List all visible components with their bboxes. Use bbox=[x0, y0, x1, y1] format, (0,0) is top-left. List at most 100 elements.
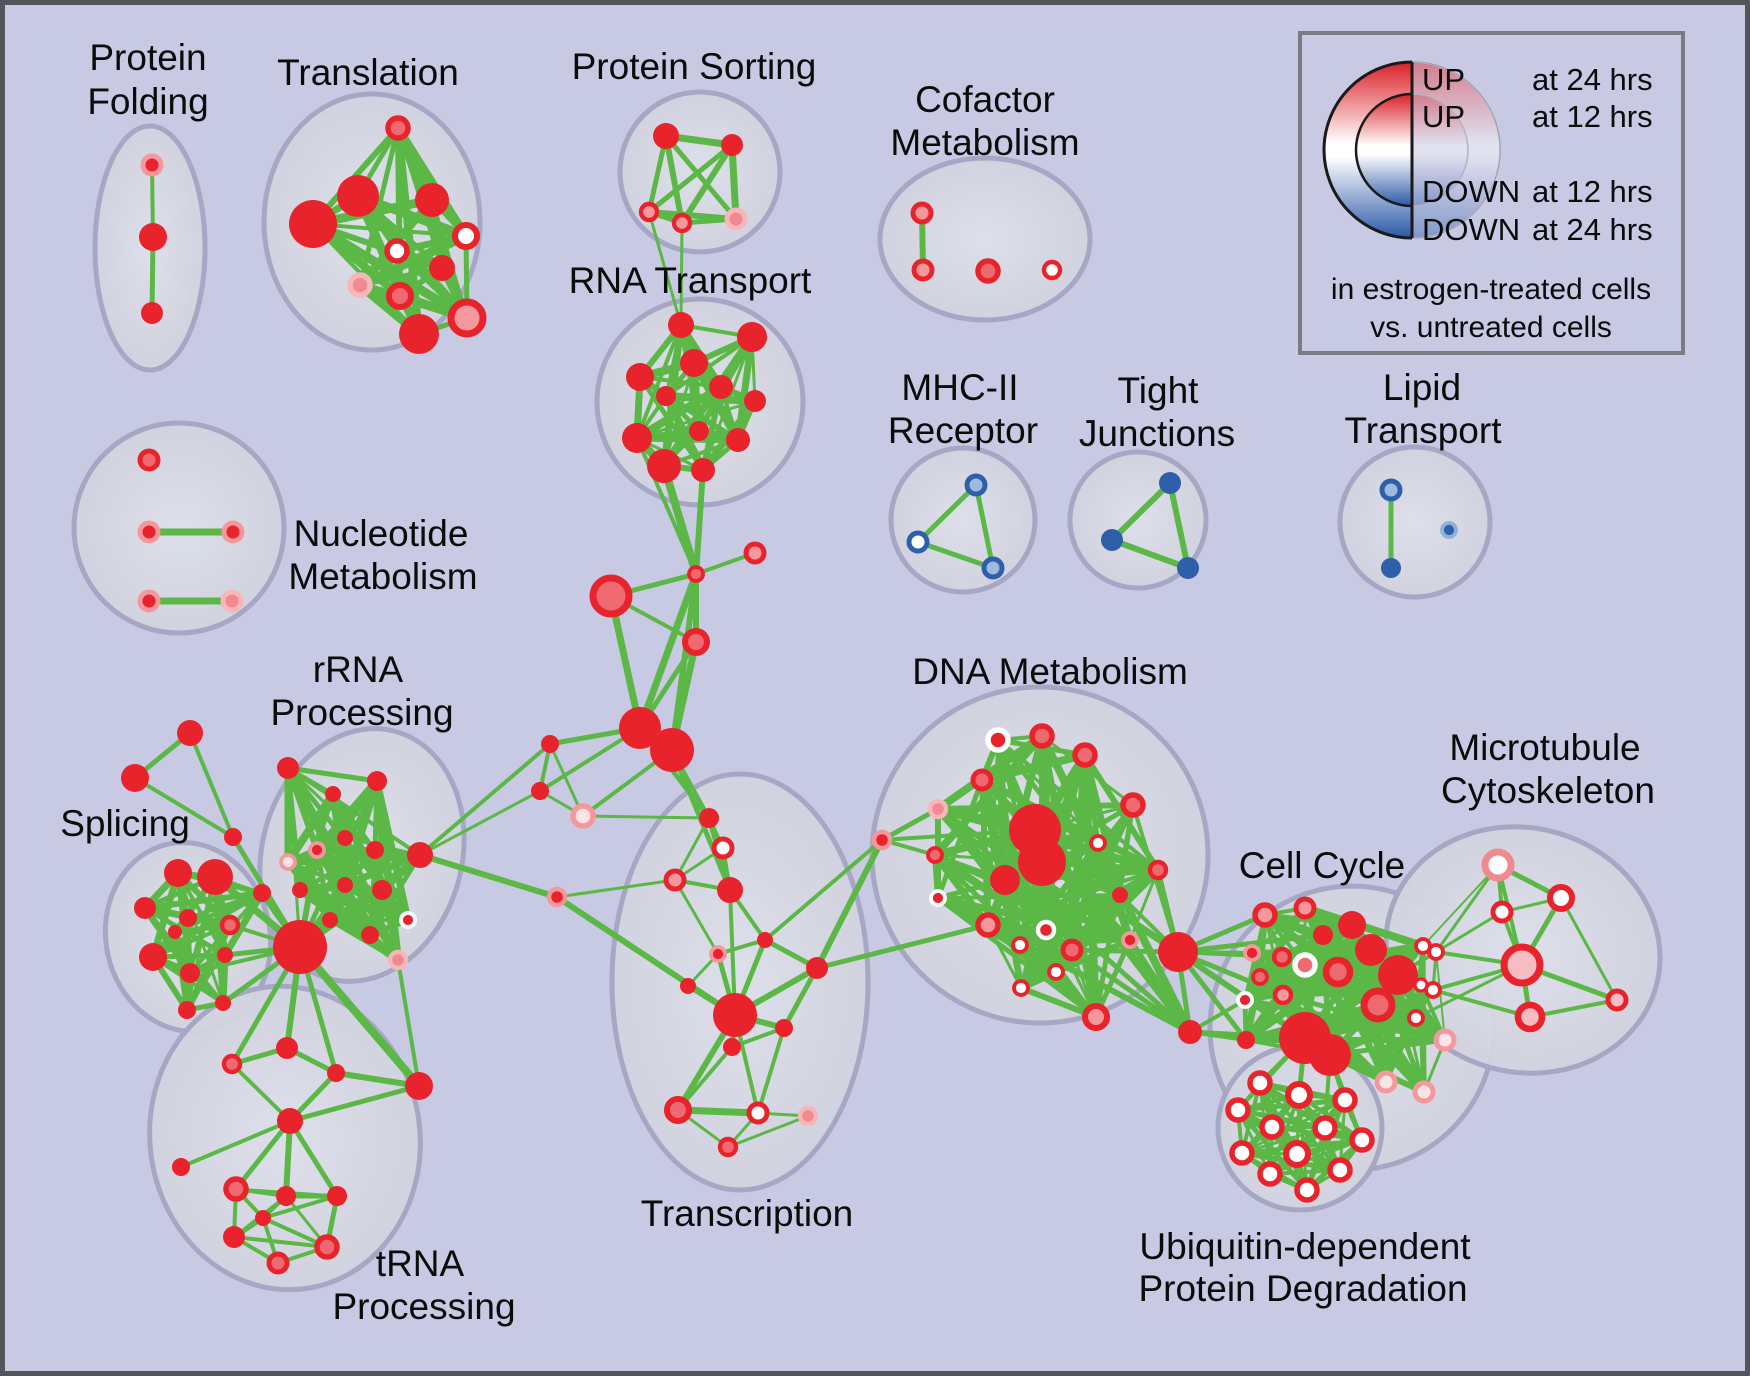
cluster-label-transcription: Transcription bbox=[641, 1193, 853, 1234]
edge bbox=[978, 751, 1089, 784]
edge bbox=[555, 878, 677, 899]
cluster-label-protein-folding: Protein bbox=[89, 37, 206, 78]
node-dna-metabolism bbox=[975, 912, 1001, 938]
node-transcription bbox=[746, 1101, 770, 1125]
node-rna-transport bbox=[680, 349, 708, 377]
node-nucleotide-metabolism bbox=[220, 589, 244, 613]
edge bbox=[663, 393, 741, 443]
edge bbox=[285, 765, 380, 784]
node-ubiquitin-degradation bbox=[1282, 1139, 1312, 1169]
node-translation bbox=[384, 238, 410, 264]
node-free-nodes bbox=[570, 803, 596, 829]
edge bbox=[673, 878, 720, 956]
edge bbox=[232, 1235, 329, 1249]
cluster-label-protein-sorting: Protein Sorting bbox=[572, 46, 817, 87]
edge bbox=[693, 467, 706, 577]
edge bbox=[230, 1062, 292, 1123]
node-splicing bbox=[253, 884, 271, 902]
node-ubiquitin-degradation bbox=[1327, 1157, 1353, 1183]
node-rrna-processing bbox=[277, 757, 299, 779]
node-transcription bbox=[757, 932, 773, 948]
node-dna-metabolism bbox=[929, 889, 947, 907]
node-cell-cycle bbox=[1412, 1080, 1436, 1104]
edge bbox=[647, 210, 683, 327]
edge bbox=[663, 133, 685, 226]
node-transcription bbox=[806, 957, 828, 979]
cluster-label-mhc-ii-receptor: Receptor bbox=[888, 410, 1038, 451]
node-splicing bbox=[179, 909, 197, 927]
edge bbox=[357, 265, 445, 288]
cluster-label-cofactor-metabolism: Metabolism bbox=[890, 122, 1079, 163]
legend-right-fade bbox=[1412, 62, 1500, 238]
edge bbox=[1422, 864, 1499, 947]
node-free-nodes bbox=[121, 764, 149, 792]
cluster-ellipse-mhc-ii-receptor bbox=[888, 445, 1038, 595]
node-transcription bbox=[797, 1105, 819, 1127]
edge bbox=[915, 539, 996, 571]
node-ubiquitin-degradation bbox=[1225, 1097, 1251, 1123]
node-cofactor-metabolism bbox=[910, 201, 934, 225]
node-microtubule-cytoskeleton bbox=[1605, 988, 1629, 1012]
node-free-nodes bbox=[589, 574, 633, 618]
node-mhc-ii-receptor bbox=[906, 530, 930, 554]
node-dna-metabolism bbox=[927, 798, 949, 820]
node-protein-sorting bbox=[724, 207, 748, 231]
node-trna-processing bbox=[314, 1234, 340, 1260]
node-protein-sorting bbox=[671, 212, 693, 234]
edge bbox=[341, 851, 424, 889]
node-protein-folding bbox=[140, 153, 164, 177]
node-nucleotide-metabolism bbox=[137, 448, 161, 472]
node-splicing bbox=[168, 925, 182, 939]
node-splicing bbox=[134, 897, 156, 919]
node-rna-transport bbox=[668, 312, 694, 338]
node-translation bbox=[385, 115, 411, 141]
node-dna-metabolism bbox=[926, 846, 944, 864]
edge bbox=[1242, 972, 1401, 1003]
edge bbox=[607, 592, 644, 732]
cluster-ellipse-lipid-transport bbox=[1337, 444, 1493, 600]
node-nucleotide-metabolism bbox=[137, 520, 161, 544]
edge bbox=[394, 124, 470, 240]
edge bbox=[814, 837, 885, 971]
node-protein-folding bbox=[141, 302, 163, 324]
node-rna-transport bbox=[726, 428, 750, 452]
node-free-nodes bbox=[531, 782, 549, 800]
node-dna-metabolism bbox=[1120, 792, 1146, 818]
edge bbox=[333, 1070, 422, 1089]
node-cell-cycle bbox=[1292, 952, 1318, 978]
edge bbox=[1268, 1138, 1364, 1176]
node-transcription bbox=[663, 868, 687, 892]
edge bbox=[679, 221, 684, 327]
edge bbox=[973, 482, 996, 571]
edges-layer bbox=[132, 124, 1620, 1265]
node-transcription bbox=[680, 978, 696, 994]
node-cell-cycle bbox=[1355, 934, 1387, 966]
node-rna-transport bbox=[709, 375, 733, 399]
node-ubiquitin-degradation bbox=[1259, 1114, 1285, 1140]
node-splicing bbox=[219, 914, 241, 936]
edge bbox=[548, 742, 585, 818]
node-dna-metabolism bbox=[990, 865, 1020, 895]
node-free-nodes bbox=[687, 565, 705, 583]
legend-up-24-dir: UP bbox=[1422, 62, 1465, 97]
legend-box bbox=[1298, 31, 1685, 355]
legend-down-12-time: at 12 hrs bbox=[1532, 174, 1653, 209]
node-transcription bbox=[717, 877, 743, 903]
edge bbox=[417, 852, 560, 900]
node-cofactor-metabolism bbox=[911, 258, 935, 282]
node-rna-transport bbox=[744, 390, 766, 412]
cluster-label-ubiquitin-degradation: Ubiquitin-dependent bbox=[1139, 1226, 1471, 1267]
edge bbox=[284, 790, 337, 866]
edge bbox=[1384, 1016, 1418, 1084]
node-cell-cycle bbox=[1251, 968, 1269, 986]
cluster-ellipse-transcription bbox=[609, 771, 871, 1193]
node-trna-processing bbox=[405, 1072, 433, 1100]
node-translation bbox=[385, 281, 415, 311]
node-transcription bbox=[717, 1136, 739, 1158]
edge bbox=[1240, 1126, 1327, 1155]
edge bbox=[418, 742, 552, 857]
node-dna-metabolism bbox=[1112, 887, 1128, 903]
cluster-label-translation: Translation bbox=[277, 52, 459, 93]
edge bbox=[662, 392, 759, 405]
node-rrna-processing bbox=[279, 853, 297, 871]
